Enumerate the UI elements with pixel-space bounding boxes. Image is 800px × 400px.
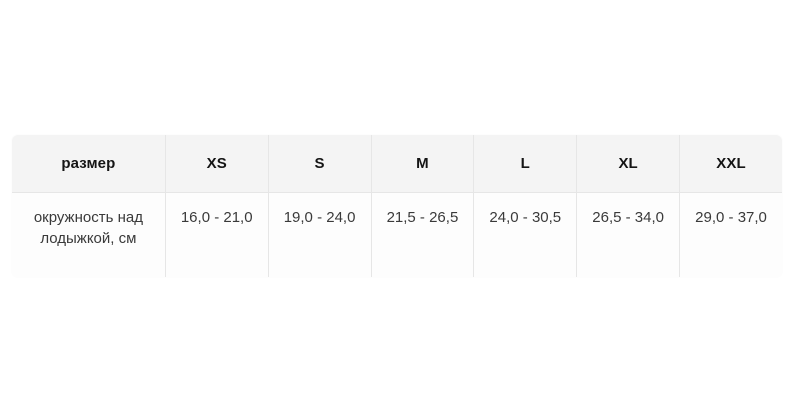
size-chart-table: размер XS S M L XL XXL окружность над ло… — [11, 134, 783, 278]
cell-value-m: 21,5 - 26,5 — [371, 192, 475, 277]
cell-value-xl: 26,5 - 34,0 — [576, 192, 681, 277]
column-header-xl: XL — [576, 135, 681, 193]
size-chart-header: размер XS S M L XL XXL — [12, 135, 782, 193]
measurement-label-text: окружность над лодыжкой, см — [33, 209, 143, 247]
cell-value-xxl: 29,0 - 37,0 — [695, 209, 767, 226]
column-header-s: S — [268, 135, 372, 193]
size-chart-card: размер XS S M L XL XXL окружность над ло… — [11, 134, 783, 278]
column-header-m: M — [371, 135, 475, 193]
row-measurement-label: окружность над лодыжкой, см — [12, 192, 166, 277]
cell-value-l: 24,0 - 30,5 — [473, 192, 578, 277]
column-header-size-label: размер — [12, 135, 166, 193]
column-header-l: L — [473, 135, 578, 193]
table-row: окружность над лодыжкой, см 16,0 - 21,0 … — [12, 192, 782, 277]
column-header-xxl: XXL — [679, 135, 782, 193]
size-chart-body: окружность над лодыжкой, см 16,0 - 21,0 … — [12, 192, 782, 277]
table-header-row: размер XS S M L XL XXL — [12, 135, 782, 193]
cell-value-xs: 16,0 - 21,0 — [165, 192, 269, 277]
column-header-xs: XS — [165, 135, 269, 193]
cell-value-s: 19,0 - 24,0 — [268, 192, 372, 277]
